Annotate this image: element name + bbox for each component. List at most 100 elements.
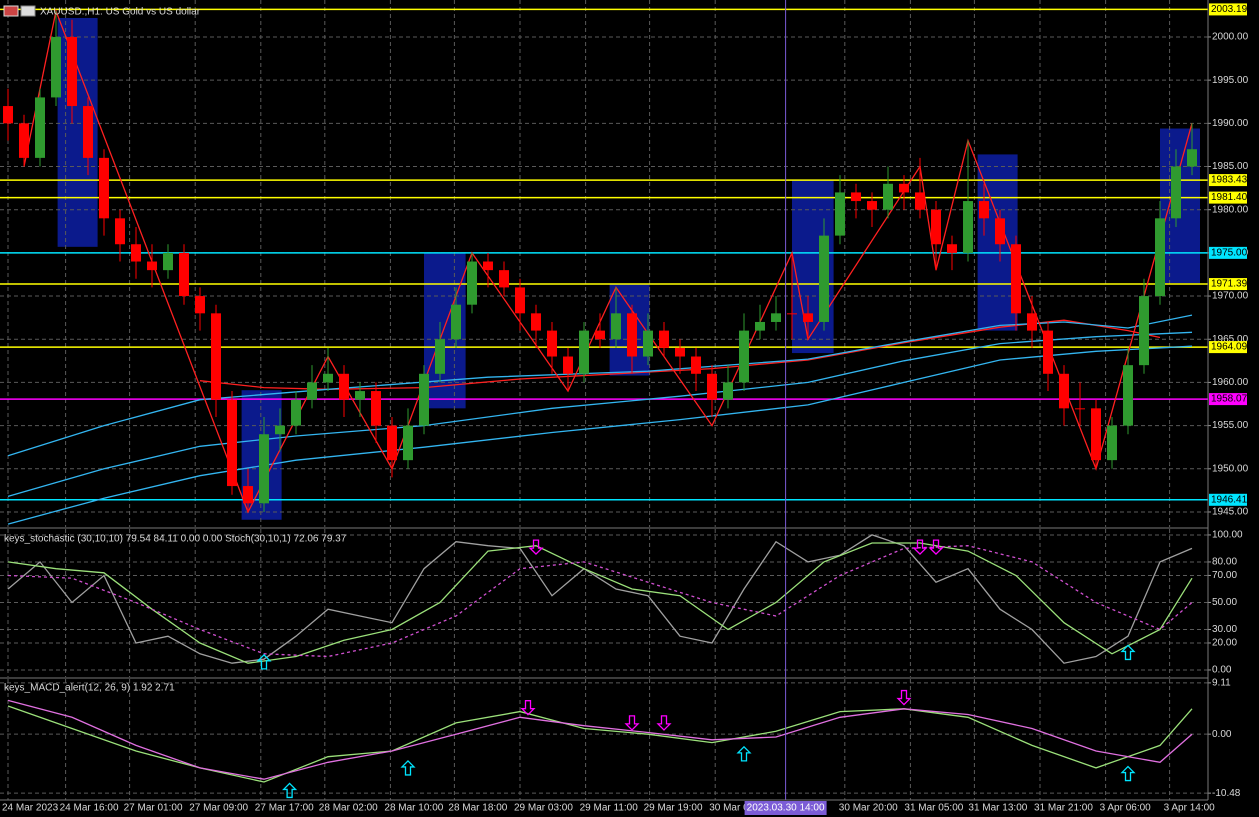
candle-body: [547, 330, 557, 357]
x-tick-label: 24 Mar 2023: [2, 803, 59, 814]
candle-body: [611, 313, 621, 340]
candle-body: [1107, 425, 1117, 461]
signal-arrow: [1120, 644, 1136, 661]
cursor-label: 2023.03.30 14:00: [747, 803, 825, 814]
candle-body: [307, 382, 317, 400]
x-tick-label: 29 Mar 19:00: [644, 803, 703, 814]
level-label-box: [1209, 278, 1247, 291]
level-label-box: [1209, 174, 1247, 187]
level-label: 1981.40: [1211, 192, 1248, 203]
y-tick-label: 0.00: [1212, 665, 1232, 676]
y-tick-label: 20.00: [1212, 638, 1237, 649]
candle-body: [1043, 330, 1053, 374]
candle-body: [531, 313, 541, 331]
candle-body: [483, 261, 493, 271]
signal-arrow: [624, 715, 640, 731]
candle-body: [323, 373, 333, 383]
candle-body: [947, 244, 957, 253]
candle-body: [579, 330, 589, 374]
candle-body: [131, 244, 141, 262]
y-tick-label: 1945.00: [1212, 507, 1249, 518]
y-tick-label: 1995.00: [1212, 75, 1249, 86]
candle-body: [67, 36, 77, 107]
candle-body: [515, 287, 525, 314]
candle-body: [563, 356, 573, 374]
candle-body: [211, 313, 221, 400]
candle-body: [899, 183, 909, 193]
y-tick-label: 1955.00: [1212, 420, 1249, 431]
candle-body: [643, 330, 653, 357]
level-label-box: [1209, 493, 1247, 506]
y-tick-label: 1990.00: [1212, 118, 1249, 129]
candle-body: [227, 399, 237, 487]
candle-body: [931, 209, 941, 245]
y-tick-label: 1985.00: [1212, 161, 1249, 172]
candle-body: [803, 313, 813, 322]
x-tick-label: 31 Mar 05:00: [904, 803, 963, 814]
indicator-line: [7, 345, 1193, 525]
candle-body: [387, 425, 397, 461]
candle-body: [883, 183, 893, 210]
candle-body: [1027, 313, 1037, 331]
signal-arrow: [736, 745, 752, 762]
y-tick-label: 1950.00: [1212, 463, 1249, 474]
signal-arrow: [520, 700, 536, 716]
candle-body: [435, 339, 445, 374]
signal-arrow: [282, 782, 298, 799]
signal-arrow: [896, 689, 912, 706]
candle-body: [1155, 218, 1165, 297]
candle-body: [1171, 166, 1181, 219]
candle-body: [915, 192, 925, 210]
indicator-line: [7, 534, 1193, 664]
candle-body: [275, 425, 285, 435]
chart-icon: [3, 5, 19, 17]
candle-body: [1091, 408, 1101, 461]
y-tick-label: -10.48: [1212, 788, 1241, 799]
y-tick-label: 2000.00: [1212, 32, 1249, 43]
x-tick-label: 31 Mar 13:00: [968, 803, 1027, 814]
candle-body: [115, 218, 125, 245]
candle-body: [1139, 296, 1149, 366]
candle-body: [3, 106, 13, 124]
level-label-box: [1209, 246, 1247, 259]
x-tick-label: 24 Mar 16:00: [60, 803, 119, 814]
candle-body: [99, 157, 109, 219]
candle-body: [627, 313, 637, 357]
indicator-line: [7, 542, 1193, 664]
level-label: 1971.39: [1211, 279, 1248, 290]
candle-body: [755, 321, 765, 331]
indicator-line: [7, 314, 1193, 457]
candle-body: [195, 296, 205, 314]
candle-body: [1075, 408, 1085, 410]
candle-body: [451, 304, 461, 340]
candle-body: [259, 434, 269, 504]
candle-body: [419, 373, 429, 426]
candle-body: [83, 106, 93, 158]
level-label: 1946.41: [1211, 494, 1248, 505]
x-tick-label: 30 Mar 20:00: [839, 803, 898, 814]
signal-arrow: [256, 653, 272, 670]
y-tick-label: 50.00: [1212, 597, 1237, 608]
candle-body: [819, 235, 829, 322]
level-label-box: [1209, 393, 1247, 406]
y-tick-label: 1965.00: [1212, 334, 1249, 345]
candle-body: [595, 330, 605, 340]
candle-body: [659, 330, 669, 348]
candle-body: [867, 201, 877, 210]
candle-body: [739, 330, 749, 383]
candle-body: [995, 218, 1005, 245]
candle-body: [1011, 244, 1021, 314]
x-tick-label: 27 Mar 01:00: [124, 803, 183, 814]
indicator-title: keys_MACD_alert(12, 26, 9) 1.92 2.71: [4, 683, 175, 694]
cursor-label-box: [744, 801, 827, 815]
x-tick-label: 29 Mar 03:00: [514, 803, 573, 814]
candle-body: [339, 373, 349, 400]
indicator-line: [7, 699, 1193, 780]
level-label: 1983.43: [1211, 175, 1248, 186]
x-tick-label: 3 Apr 06:00: [1100, 803, 1152, 814]
candle-body: [1187, 149, 1197, 167]
level-label-box: [1209, 341, 1247, 354]
indicator-line: [7, 331, 1193, 498]
